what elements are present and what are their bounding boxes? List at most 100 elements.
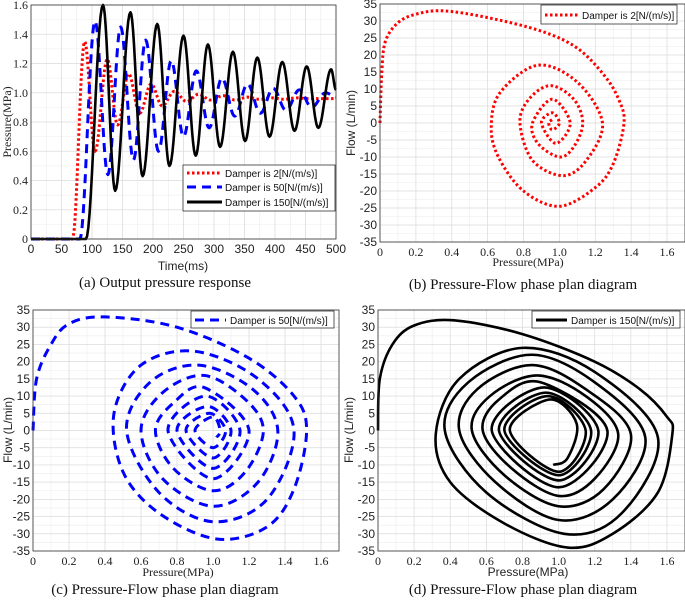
legend: Damper is 2[N/(m/s)] bbox=[540, 4, 678, 25]
y-tick-label: 1.0 bbox=[13, 86, 28, 100]
x-tick-label: 350 bbox=[234, 242, 254, 256]
axes-frame bbox=[32, 309, 340, 552]
x-tick-label: 0 bbox=[377, 245, 383, 259]
legend: Damper is 150[N/(m/s)] bbox=[531, 310, 681, 329]
y-tick-label: 5 bbox=[368, 406, 375, 420]
legend-label: Damper is 2[N/(m/s)] bbox=[582, 11, 674, 22]
y-tick-label: -20 bbox=[358, 492, 376, 506]
y-tick-label: -25 bbox=[360, 201, 378, 215]
x-tick-label: 0.8 bbox=[516, 245, 531, 259]
y-tick-label: 25 bbox=[17, 337, 31, 351]
y-tick-label: 20 bbox=[17, 355, 31, 369]
axes-frame bbox=[377, 309, 685, 552]
y-tick-label: 0.6 bbox=[13, 144, 28, 158]
x-tick-label: 1.4 bbox=[624, 245, 639, 259]
axes-frame bbox=[30, 4, 337, 240]
x-tick-label: 200 bbox=[143, 242, 163, 256]
x-tick-label: 1.0 bbox=[551, 554, 566, 568]
x-tick-label: 1.4 bbox=[623, 554, 638, 568]
y-axis-label: Flow (L/min) bbox=[342, 397, 356, 463]
legend-box bbox=[190, 310, 335, 329]
x-tick-label: 1.2 bbox=[588, 245, 603, 259]
x-tick-label: 1.6 bbox=[314, 554, 329, 568]
x-tick-label: 0.6 bbox=[134, 554, 149, 568]
y-tick-label: 1.6 bbox=[13, 0, 28, 12]
y-tick-label: 30 bbox=[364, 14, 378, 28]
y-tick-label: -30 bbox=[358, 527, 376, 541]
x-tick-label: 0 bbox=[375, 554, 381, 568]
y-tick-label: -15 bbox=[360, 167, 378, 181]
x-tick-label: 0.4 bbox=[444, 245, 459, 259]
y-tick-label: 15 bbox=[362, 372, 376, 386]
y-tick-label: -5 bbox=[364, 441, 375, 455]
panel-a-output-pressure-response: 0 50 100 150 200 250 300 350 400 450 500 0 0.2 0.4 0.6… bbox=[0, 0, 346, 291]
x-tick-label: 1.6 bbox=[659, 554, 674, 568]
y-tick-label: 0 bbox=[23, 424, 30, 438]
y-tick-label: 30 bbox=[362, 320, 376, 334]
x-axis-label: Pressure(MPa) bbox=[488, 565, 569, 579]
series-line-solid bbox=[376, 318, 675, 550]
y-tick-label: -35 bbox=[13, 544, 31, 558]
y-tick-label: -15 bbox=[358, 475, 376, 489]
x-tick-label: 0 bbox=[28, 242, 35, 256]
y-tick-label: 15 bbox=[364, 65, 378, 79]
x-tick-label: 1.0 bbox=[206, 554, 221, 568]
y-tick-label: -35 bbox=[360, 235, 378, 249]
y-tick-label: 1.2 bbox=[13, 57, 28, 71]
caption: (d) Pressure-Flow phase plan diagram bbox=[409, 582, 638, 598]
y-tick-label: -35 bbox=[358, 544, 376, 558]
panel-d-phase-plan: 0 0.2 0.4 0.6 0.8 1.0 1.2 1.4 1.6 -35 -30 -25 -20 -15… bbox=[342, 303, 685, 598]
y-tick-label: 10 bbox=[362, 389, 376, 403]
x-tick-label: 0.2 bbox=[62, 554, 77, 568]
y-tick-label: -10 bbox=[13, 458, 31, 472]
x-axis-label: Pressure(MPa) bbox=[492, 255, 563, 269]
y-tick-label: -20 bbox=[13, 492, 31, 506]
y-tick-label: 0.2 bbox=[13, 203, 28, 217]
y-tick-label: 0 bbox=[22, 232, 28, 246]
x-tick-label: 0.8 bbox=[170, 554, 185, 568]
legend: Damper is 2[N/(m/s)] Damper is 50[N/(m/s… bbox=[182, 164, 336, 212]
y-tick-label: 25 bbox=[362, 337, 376, 351]
y-tick-label: 0 bbox=[368, 424, 375, 438]
y-tick-label: 1.4 bbox=[13, 27, 28, 41]
y-tick-label: 35 bbox=[17, 303, 31, 317]
y-tick-label: 10 bbox=[17, 389, 31, 403]
y-tick-label: -5 bbox=[19, 441, 30, 455]
x-tick-label: 150 bbox=[112, 242, 132, 256]
x-axis-label: Pressure(MPa) bbox=[142, 565, 213, 579]
legend: Damper is 50[N/(m/s)] bbox=[190, 310, 335, 329]
y-tick-label: 20 bbox=[362, 355, 376, 369]
series-line-dotted bbox=[378, 9, 626, 208]
y-tick-label: 30 bbox=[17, 320, 31, 334]
x-tick-label: 250 bbox=[173, 242, 193, 256]
y-axis-label: Flow (L/min) bbox=[1, 397, 15, 463]
x-axis-label: Time(ms) bbox=[158, 259, 208, 273]
x-tick-label: 500 bbox=[326, 242, 346, 256]
series-line-solid bbox=[31, 3, 337, 241]
x-tick-label: 1.2 bbox=[587, 554, 602, 568]
caption: (a) Output pressure response bbox=[79, 275, 251, 291]
x-tick-label: 0.6 bbox=[479, 554, 494, 568]
y-tick-label: -25 bbox=[13, 510, 31, 524]
y-tick-label: 20 bbox=[364, 48, 378, 62]
y-tick-label: -10 bbox=[360, 150, 378, 164]
caption: (c) Pressure-Flow phase plan diagram bbox=[51, 582, 279, 598]
legend-label: Damper is 2[N/(m/s)] bbox=[225, 169, 317, 180]
legend-label: Damper is 150[N/(m/s)] bbox=[225, 198, 329, 209]
x-tick-label: 0.4 bbox=[98, 554, 113, 568]
x-tick-label: 300 bbox=[204, 242, 224, 256]
y-tick-label: 0.8 bbox=[13, 115, 28, 129]
x-tick-label: 1.2 bbox=[242, 554, 257, 568]
x-tick-label: 0.8 bbox=[515, 554, 530, 568]
legend-label: Damper is 50[N/(m/s)] bbox=[230, 316, 328, 327]
y-tick-label: 5 bbox=[370, 99, 377, 113]
y-tick-label: -30 bbox=[13, 527, 31, 541]
x-tick-label: 400 bbox=[265, 242, 285, 256]
y-tick-label: 35 bbox=[364, 0, 378, 11]
legend-label: Damper is 150[N/(m/s)] bbox=[571, 316, 675, 327]
legend-box bbox=[540, 4, 678, 25]
y-axis-label: Flow (L/min) bbox=[344, 90, 358, 156]
panel-c-phase-plan: 0 0.2 0.4 0.6 0.8 1.0 1.2 1.4 1.6 -35 -30 -25 -20 -15… bbox=[1, 303, 340, 598]
axes-frame bbox=[379, 3, 685, 243]
